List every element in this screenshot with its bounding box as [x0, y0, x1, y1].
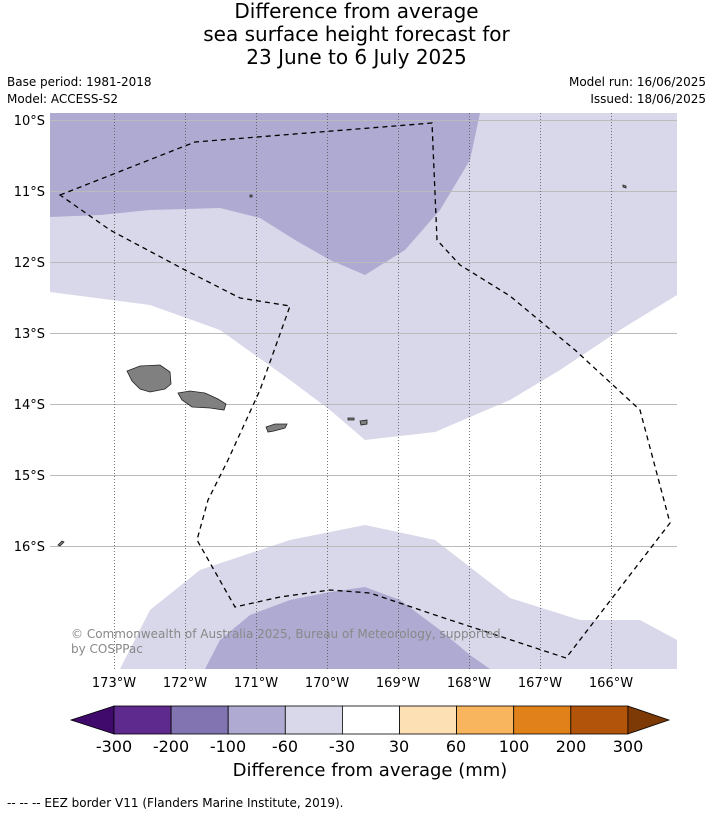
colorbar-title: Difference from average (mm): [232, 760, 508, 781]
model-name: Model: ACCESS-S2: [7, 92, 119, 106]
island-upolu: [177, 390, 227, 411]
issued-date: Issued: 18/06/2025: [590, 92, 706, 106]
island-ofu: [347, 417, 355, 421]
lat-label: 13°S: [14, 327, 45, 342]
lat-label: 15°S: [14, 469, 45, 484]
colorbar-tick: 300: [613, 737, 644, 756]
title-line-1: Difference from average: [234, 0, 479, 23]
eez-border: [58, 122, 671, 659]
copyright-line-2: by COSPPac: [71, 642, 143, 656]
shade-minus60-south: [205, 587, 490, 669]
copyright-line-1: © Commonwealth of Australia 2025, Bureau…: [71, 627, 501, 641]
model-run: Model run: 16/06/2025: [568, 75, 706, 89]
colorbar: [69, 705, 671, 735]
eez-footnote: -- -- -- EEZ border V11 (Flanders Marine…: [7, 796, 344, 810]
land-islands: [57, 184, 627, 547]
lon-label: 172°W: [163, 676, 207, 691]
colorbar-segment: [341, 705, 400, 735]
lat-label: 14°S: [14, 398, 45, 413]
colorbar-segment: [227, 705, 286, 735]
lon-label: 167°W: [518, 676, 562, 691]
colorbar-tick: 60: [446, 737, 466, 756]
lat-gridlines: [50, 120, 677, 547]
colorbar-tick-labels: -300 -200 -100 -60 -30 30 60 100 200 300: [96, 737, 643, 756]
map-plot-area: © Commonwealth of Australia 2025, Bureau…: [50, 113, 677, 669]
colorbar-segment: [513, 705, 572, 735]
lat-label: 10°S: [14, 114, 45, 129]
island-small-1: [249, 194, 253, 198]
colorbar-tick: -200: [153, 737, 189, 756]
lon-labels: 173°W 172°W 171°W 170°W 169°W 168°W 167°…: [92, 676, 633, 691]
lon-label: 166°W: [589, 676, 633, 691]
colorbar-extend-low: [69, 705, 115, 735]
island-savaii: [126, 364, 172, 393]
colorbar-tick: -60: [272, 737, 298, 756]
colorbar-tick: -30: [329, 737, 355, 756]
shade-minus60-north: [50, 113, 480, 275]
title-line-2: sea surface height forecast for: [203, 22, 510, 46]
lat-label: 11°S: [14, 185, 45, 200]
colorbar-tick: 100: [499, 737, 530, 756]
colorbar-tick: 30: [389, 737, 409, 756]
lon-label: 168°W: [447, 676, 491, 691]
lat-label: 16°S: [14, 540, 45, 555]
title-line-3: 23 June to 6 July 2025: [246, 45, 467, 69]
meta-right: Model run: 16/06/2025 Issued: 18/06/2025: [569, 74, 706, 108]
lat-labels: 10°S 11°S 12°S 13°S 14°S 15°S 16°S: [14, 114, 45, 555]
colorbar-extend-high: [627, 705, 671, 735]
island-tutuila: [265, 423, 288, 433]
colorbar-segment: [456, 705, 515, 735]
island-small-2: [57, 540, 65, 547]
lon-label: 170°W: [305, 676, 349, 691]
lon-label: 169°W: [376, 676, 420, 691]
shade-neutral-band: [50, 292, 677, 669]
colorbar-segment: [284, 705, 343, 735]
island-tau: [359, 419, 368, 426]
colorbar-tick: 200: [556, 737, 587, 756]
base-period: Base period: 1981-2018: [7, 75, 152, 89]
island-tokelau: [622, 184, 627, 189]
lon-label: 173°W: [92, 676, 136, 691]
lat-label: 12°S: [14, 256, 45, 271]
map-title: Difference from average sea surface heig…: [0, 0, 713, 69]
colorbar-segment: [570, 705, 629, 735]
colorbar-tick: -300: [96, 737, 132, 756]
colorbar-segment: [113, 705, 172, 735]
colorbar-tick: -100: [210, 737, 246, 756]
meta-left: Base period: 1981-2018 Model: ACCESS-S2: [7, 74, 152, 108]
colorbar-segment: [399, 705, 457, 735]
lon-label: 171°W: [234, 676, 278, 691]
colorbar-segment: [170, 705, 229, 735]
